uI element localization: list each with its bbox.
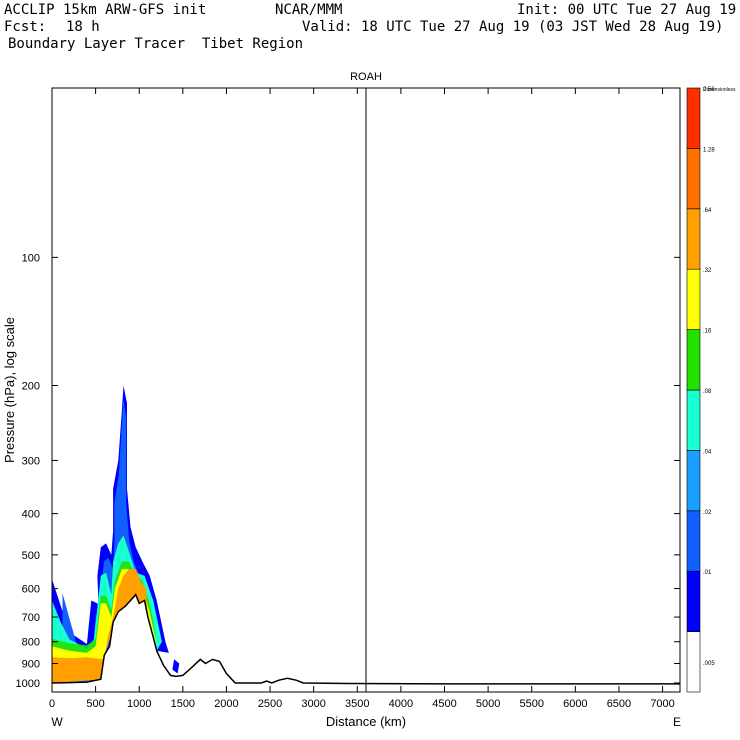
colorbar-label-1: .01 — [703, 570, 712, 576]
colorbar-label-3: .04 — [703, 449, 712, 455]
y-tick-label-500: 500 — [22, 550, 40, 562]
x-tick-label-6500: 6500 — [607, 698, 631, 710]
x-axis: 0 500 1000 1500 2000 2500 3000 3500 4000 4500 5000… — [49, 88, 675, 710]
colorbar-swatch-2 — [686, 510, 701, 572]
colorbar-swatch-4 — [686, 389, 701, 451]
colorbar-swatch-1 — [686, 570, 701, 632]
header-model: ACCLIP 15km ARW-GFS init — [4, 2, 207, 18]
header-valid: Valid: 18 UTC Tue 27 Aug 19 (03 JST Wed … — [302, 19, 724, 35]
header-fcst-label: Fcst: — [4, 19, 47, 35]
y-tick-label-800: 800 — [22, 637, 40, 649]
x-tick-label-2500: 2500 — [258, 698, 282, 710]
colorbar-swatch-3 — [686, 450, 701, 512]
y-tick-label-200: 200 — [22, 380, 40, 392]
chart-title: ROAH — [350, 71, 382, 83]
x-tick-label-5000: 5000 — [476, 698, 500, 710]
colorbar-swatch-9 — [686, 87, 701, 149]
colorbar-swatch-0 — [686, 631, 701, 693]
colorbar-swatch-8 — [686, 148, 701, 210]
x-tick-label-500: 500 — [86, 698, 104, 710]
colorbar-label-0: .005 — [703, 661, 715, 667]
terrain-line — [51, 593, 680, 685]
header-fcst-value: 18 h — [66, 19, 100, 35]
x-tick-label-5500: 5500 — [519, 698, 543, 710]
colorbar-label-5: .16 — [703, 329, 712, 335]
x-tick-label-6000: 6000 — [563, 698, 587, 710]
y-tick-label-600: 600 — [22, 584, 40, 596]
colorbar-swatch-7 — [686, 208, 701, 270]
terrain-mask — [52, 594, 680, 692]
x-tick-label-1500: 1500 — [171, 698, 195, 710]
x-tick-label-3000: 3000 — [301, 698, 325, 710]
y-tick-label-400: 400 — [22, 509, 40, 521]
x-tick-label-7000: 7000 — [650, 698, 674, 710]
colorbar-label-2: .02 — [703, 510, 712, 516]
plot-frame — [51, 87, 681, 693]
y-tick-label-1000: 1000 — [16, 678, 40, 690]
colorbar-unit-label: Dimensionless — [703, 87, 736, 93]
x-tick-label-4000: 4000 — [389, 698, 413, 710]
colorbar-label-6: .32 — [703, 268, 712, 274]
y-tick-label-300: 300 — [22, 455, 40, 467]
colorbar-label-8: 1.28 — [703, 147, 715, 153]
x-tick-label-3500: 3500 — [345, 698, 369, 710]
y-axis-label: Pressure (hPa), log scale — [2, 317, 17, 463]
colorbar: .005 .01 .02 .04 .08 .16 .32 .64 1.28 2.56Dimensi… — [686, 87, 736, 693]
colorbar-label-9: 2.56 — [703, 87, 715, 93]
terrain-layer — [51, 593, 680, 692]
tracer-layer-orange-top — [52, 569, 148, 683]
y-tick-label-900: 900 — [22, 659, 40, 671]
y-tick-label-700: 700 — [22, 612, 40, 624]
header-org: NCAR/MMM — [275, 2, 343, 18]
x-tick-label-0: 0 — [49, 698, 55, 710]
x-tick-label-4500: 4500 — [432, 698, 456, 710]
colorbar-label-7: .64 — [703, 208, 712, 214]
y-tick-label-100: 100 — [22, 252, 40, 264]
x-axis-label: Distance (km) — [326, 714, 406, 729]
y-axis: 100 200 300 400 500 600 700 800 900 1000 — [16, 252, 680, 690]
header-field: Boundary Layer Tracer Tibet Region — [8, 36, 304, 52]
tracer-isolated-blob — [172, 659, 180, 674]
header-init: Init: 00 UTC Tue 27 Aug 19 — [517, 2, 737, 18]
colorbar-swatch-6 — [686, 268, 701, 330]
x-tick-label-2000: 2000 — [214, 698, 238, 710]
east-label: E — [673, 715, 681, 729]
colorbar-swatch-5 — [686, 329, 701, 391]
west-label: W — [51, 715, 63, 729]
x-tick-label-1000: 1000 — [127, 698, 151, 710]
colorbar-label-4: .08 — [703, 389, 712, 395]
